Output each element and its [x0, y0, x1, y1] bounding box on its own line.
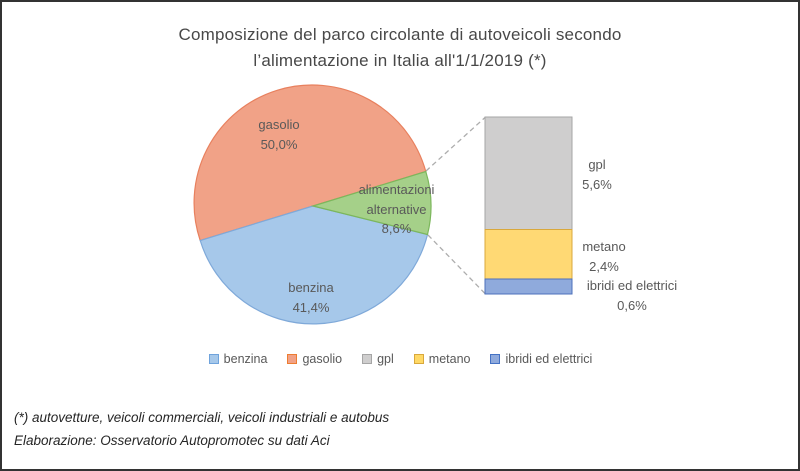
- label-gasolio: gasolio 50,0%: [219, 115, 339, 154]
- label-gpl-name: gpl: [588, 157, 606, 172]
- legend-marker-metano-icon: [413, 354, 424, 364]
- label-ibridi-ed-elettrici: ibridi ed elettrici 0,6%: [552, 276, 712, 315]
- connector-line-bottom: [427, 234, 486, 294]
- label-ibridi-name: ibridi ed elettrici: [586, 278, 678, 293]
- chart-title-line1: Composizione del parco circolante di aut…: [178, 25, 622, 44]
- legend-marker-benzina-swatch: [208, 354, 219, 364]
- legend-label-benzina: benzina: [223, 352, 268, 366]
- chart-title-line2: l’alimentazione in Italia all'1/1/2019 (…: [253, 51, 547, 70]
- label-metano-pct: 2,4%: [589, 258, 619, 274]
- label-benzina-pct: 41,4%: [292, 299, 330, 315]
- legend-item-gasolio: gasolio: [286, 352, 342, 366]
- legend-marker-gasolio-swatch: [287, 354, 298, 364]
- label-gasolio-pct: 50,0%: [260, 136, 298, 152]
- legend-marker-gpl-icon: [362, 354, 373, 364]
- label-ibridi-pct: 0,6%: [617, 297, 647, 313]
- label-benzina-name: benzina: [288, 280, 334, 295]
- label-alt-line2: alternative: [366, 201, 427, 217]
- chart-legend: benzina gasolio gpl metano ibridi ed ele…: [2, 352, 798, 366]
- bar-segment-metano: [484, 229, 573, 280]
- chart-title: Composizione del parco circolante di aut…: [2, 22, 798, 74]
- label-alt-pct: 8,6%: [381, 221, 412, 236]
- label-gpl-pct: 5,6%: [582, 176, 612, 192]
- label-metano-name: metano: [582, 239, 626, 254]
- label-metano: metano 2,4%: [554, 237, 654, 276]
- pie-slice-benzina: [199, 205, 429, 325]
- bar-segment-gpl: [484, 116, 573, 230]
- connector-line-top: [425, 117, 486, 172]
- legend-label-gpl: gpl: [377, 352, 394, 366]
- pie-slice-gasolio: [193, 84, 427, 242]
- footnote-line2: Elaborazione: Osservatorio Autopromotec …: [14, 433, 330, 448]
- footnote: (*) autovetture, veicoli commerciali, ve…: [14, 406, 389, 452]
- legend-item-benzina: benzina: [208, 352, 268, 366]
- legend-marker-ibridi-swatch: [490, 354, 501, 364]
- legend-marker-ibridi-icon: [490, 354, 501, 364]
- legend-item-metano: metano: [413, 352, 471, 366]
- legend-marker-metano-swatch: [413, 354, 424, 364]
- pie-slice-alimentazioni-alternative: [310, 170, 432, 236]
- bar-segment-ibridi-ed-elettrici: [484, 278, 573, 295]
- legend-label-gasolio: gasolio: [302, 352, 343, 366]
- legend-item-ibridi-ed-elettrici: ibridi ed elettrici: [489, 352, 592, 366]
- legend-marker-gasolio-icon: [287, 354, 298, 364]
- label-benzina: benzina 41,4%: [251, 278, 371, 317]
- label-gpl: gpl 5,6%: [547, 155, 647, 194]
- legend-label-ibridi-ed-elettrici: ibridi ed elettrici: [505, 352, 593, 366]
- label-alt-line1: alimentazioni: [358, 182, 435, 197]
- legend-item-gpl: gpl: [361, 352, 394, 366]
- legend-marker-benzina-icon: [208, 354, 219, 364]
- legend-marker-gpl-swatch: [362, 354, 373, 364]
- label-gasolio-name: gasolio: [258, 117, 300, 132]
- label-alimentazioni-alternative: alimentazioni alternative 8,6%: [334, 180, 459, 239]
- footnote-line1: (*) autovetture, veicoli commerciali, ve…: [14, 410, 390, 425]
- legend-label-metano: metano: [428, 352, 471, 366]
